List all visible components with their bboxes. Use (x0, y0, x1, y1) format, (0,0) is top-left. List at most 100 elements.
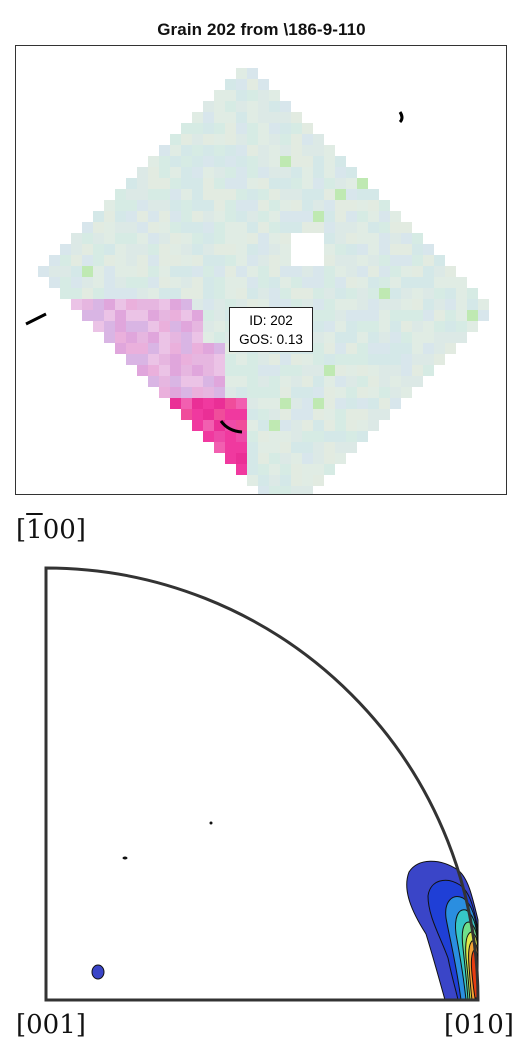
orientation-pixel (148, 211, 159, 222)
orientation-pixel (181, 321, 192, 332)
orientation-pixel (236, 178, 247, 189)
orientation-pixel (401, 299, 412, 310)
orientation-pixel (258, 420, 269, 431)
orientation-pixel (236, 167, 247, 178)
orientation-pixel (170, 365, 181, 376)
orientation-pixel (269, 123, 280, 134)
orientation-pixel (478, 299, 489, 310)
orientation-pixel (115, 189, 126, 200)
orientation-pixel (280, 398, 291, 409)
orientation-pixel (324, 310, 335, 321)
orientation-pixel (126, 354, 137, 365)
orientation-pixel (170, 354, 181, 365)
orientation-pixel (313, 453, 324, 464)
orientation-pixel (346, 431, 357, 442)
orientation-pixel (170, 145, 181, 156)
orientation-pixel (247, 255, 258, 266)
orientation-pixel (159, 211, 170, 222)
orientation-pixel (390, 332, 401, 343)
orientation-pixel (390, 211, 401, 222)
orientation-pixel (324, 376, 335, 387)
orientation-pixel (423, 255, 434, 266)
orientation-pixel (423, 244, 434, 255)
orientation-pixel (214, 365, 225, 376)
orientation-pixel (192, 387, 203, 398)
orientation-pixel (225, 398, 236, 409)
orientation-pixel (203, 101, 214, 112)
orientation-pixel (280, 189, 291, 200)
orientation-pixel (313, 299, 324, 310)
orientation-pixel (137, 310, 148, 321)
grain-orientation-map: ID: 202 GOS: 0.13 (15, 45, 507, 495)
orientation-pixel (192, 112, 203, 123)
orientation-pixel (379, 266, 390, 277)
orientation-pixel (214, 134, 225, 145)
orientation-pixel (225, 112, 236, 123)
orientation-pixel (434, 299, 445, 310)
orientation-pixel (247, 112, 258, 123)
orientation-pixel (236, 90, 247, 101)
orientation-pixel (291, 387, 302, 398)
orientation-pixel (280, 299, 291, 310)
orientation-pixel (357, 420, 368, 431)
orientation-pixel (181, 365, 192, 376)
orientation-pixel (291, 266, 302, 277)
orientation-pixel (236, 266, 247, 277)
orientation-pixel (467, 288, 478, 299)
orientation-pixel (247, 464, 258, 475)
orientation-pixel (148, 365, 159, 376)
orientation-pixel (269, 387, 280, 398)
orientation-pixel (181, 145, 192, 156)
orientation-pixel (236, 255, 247, 266)
orientation-pixel (412, 233, 423, 244)
orientation-pixel (203, 354, 214, 365)
orientation-pixel (302, 211, 313, 222)
orientation-pixel (126, 244, 137, 255)
orientation-pixel (247, 145, 258, 156)
orientation-pixel (258, 233, 269, 244)
orientation-pixel (280, 442, 291, 453)
orientation-pixel (269, 365, 280, 376)
orientation-pixel (390, 310, 401, 321)
orientation-pixel (313, 343, 324, 354)
orientation-pixel (368, 277, 379, 288)
orientation-pixel (192, 145, 203, 156)
orientation-pixel (82, 277, 93, 288)
orientation-pixel (291, 211, 302, 222)
orientation-pixel (368, 321, 379, 332)
orientation-pixel (313, 156, 324, 167)
orientation-pixel (280, 453, 291, 464)
orientation-pixel (203, 420, 214, 431)
orientation-pixel (313, 420, 324, 431)
orientation-pixel (412, 332, 423, 343)
orientation-pixel (291, 486, 302, 494)
orientation-pixel (434, 310, 445, 321)
orientation-pixel (291, 123, 302, 134)
orientation-pixel (225, 156, 236, 167)
orientation-pixel (423, 354, 434, 365)
orientation-pixel (401, 266, 412, 277)
orientation-pixel (214, 288, 225, 299)
orientation-pixel (148, 343, 159, 354)
orientation-pixel (269, 222, 280, 233)
orientation-pixel (324, 354, 335, 365)
orientation-pixel (324, 211, 335, 222)
orientation-pixel (258, 123, 269, 134)
orientation-pixel (214, 376, 225, 387)
orientation-pixel (93, 288, 104, 299)
orientation-pixel (346, 332, 357, 343)
orientation-pixel (346, 211, 357, 222)
orientation-pixel (247, 365, 258, 376)
orientation-pixel (115, 299, 126, 310)
orientation-pixel (291, 365, 302, 376)
orientation-pixel (137, 178, 148, 189)
orientation-pixel (280, 277, 291, 288)
orientation-pixel (247, 68, 258, 79)
orientation-pixel (302, 145, 313, 156)
orientation-pixel (225, 420, 236, 431)
orientation-pixel (269, 134, 280, 145)
orientation-pixel (137, 332, 148, 343)
orientation-pixel (82, 233, 93, 244)
orientation-pixel (258, 211, 269, 222)
orientation-pixel (38, 266, 49, 277)
